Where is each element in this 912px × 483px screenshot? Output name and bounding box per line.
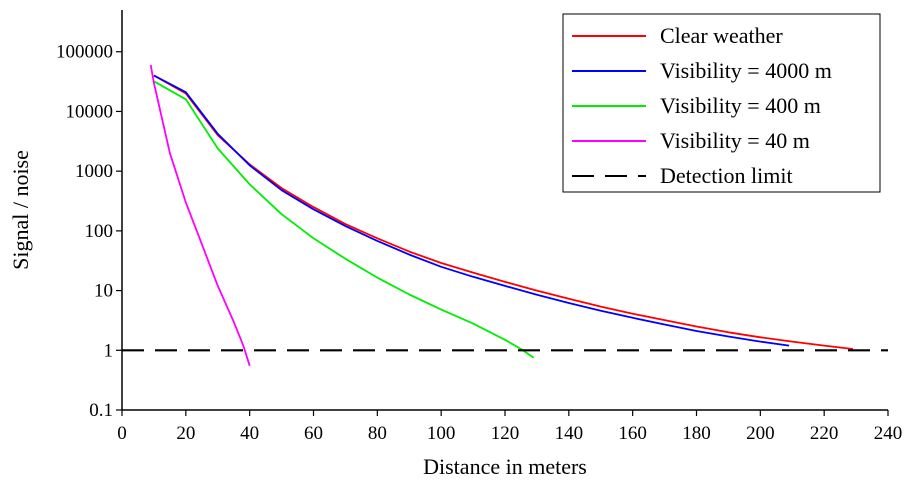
legend-label: Visibility = 4000 m [660,58,832,83]
x-tick-label: 80 [368,423,387,444]
y-tick-label: 1 [104,340,114,361]
x-tick-label: 100 [427,423,456,444]
series-group [122,64,888,367]
x-axis-title: Distance in meters [423,454,587,479]
y-tick-label: 100000 [56,42,113,63]
series-line-visibility-40-m [149,64,251,367]
y-tick-label: 0.1 [89,400,113,421]
y-tick-label: 100 [85,221,114,242]
x-tick-label: 120 [491,423,520,444]
legend: Clear weather Visibility = 4000 m Visibili… [562,13,881,193]
legend-items: Clear weather Visibility = 4000 m Visibili… [572,23,832,188]
legend-label: Detection limit [660,163,793,188]
legend-label: Clear weather [660,23,783,48]
y-tick-label: 10000 [66,101,114,122]
x-tick-label: 0 [117,423,127,444]
x-tick-label: 220 [810,423,839,444]
series-line-visibility-400-m [153,80,535,359]
y-tick-label: 1000 [75,161,113,182]
y-tick-label: 10 [94,281,113,302]
series-line-visibility-4000-m [153,74,790,347]
series-line-clear-weather [153,74,854,350]
x-tick-label: 40 [240,423,259,444]
legend-label: Visibility = 40 m [660,128,810,153]
x-tick-label: 180 [682,423,711,444]
x-tick-label: 160 [618,423,647,444]
x-tick-label: 60 [304,423,323,444]
x-tick-label: 240 [874,423,903,444]
legend-label: Visibility = 400 m [660,93,821,118]
y-axis-title: Signal / noise [8,150,33,270]
ticks: 0 20 40 60 80 100 120 140 160 180 200 220 240 0.1 1 10 1… [56,42,902,444]
x-tick-label: 200 [746,423,775,444]
legend-box [562,13,881,193]
x-tick-label: 20 [176,423,195,444]
x-tick-label: 140 [555,423,584,444]
